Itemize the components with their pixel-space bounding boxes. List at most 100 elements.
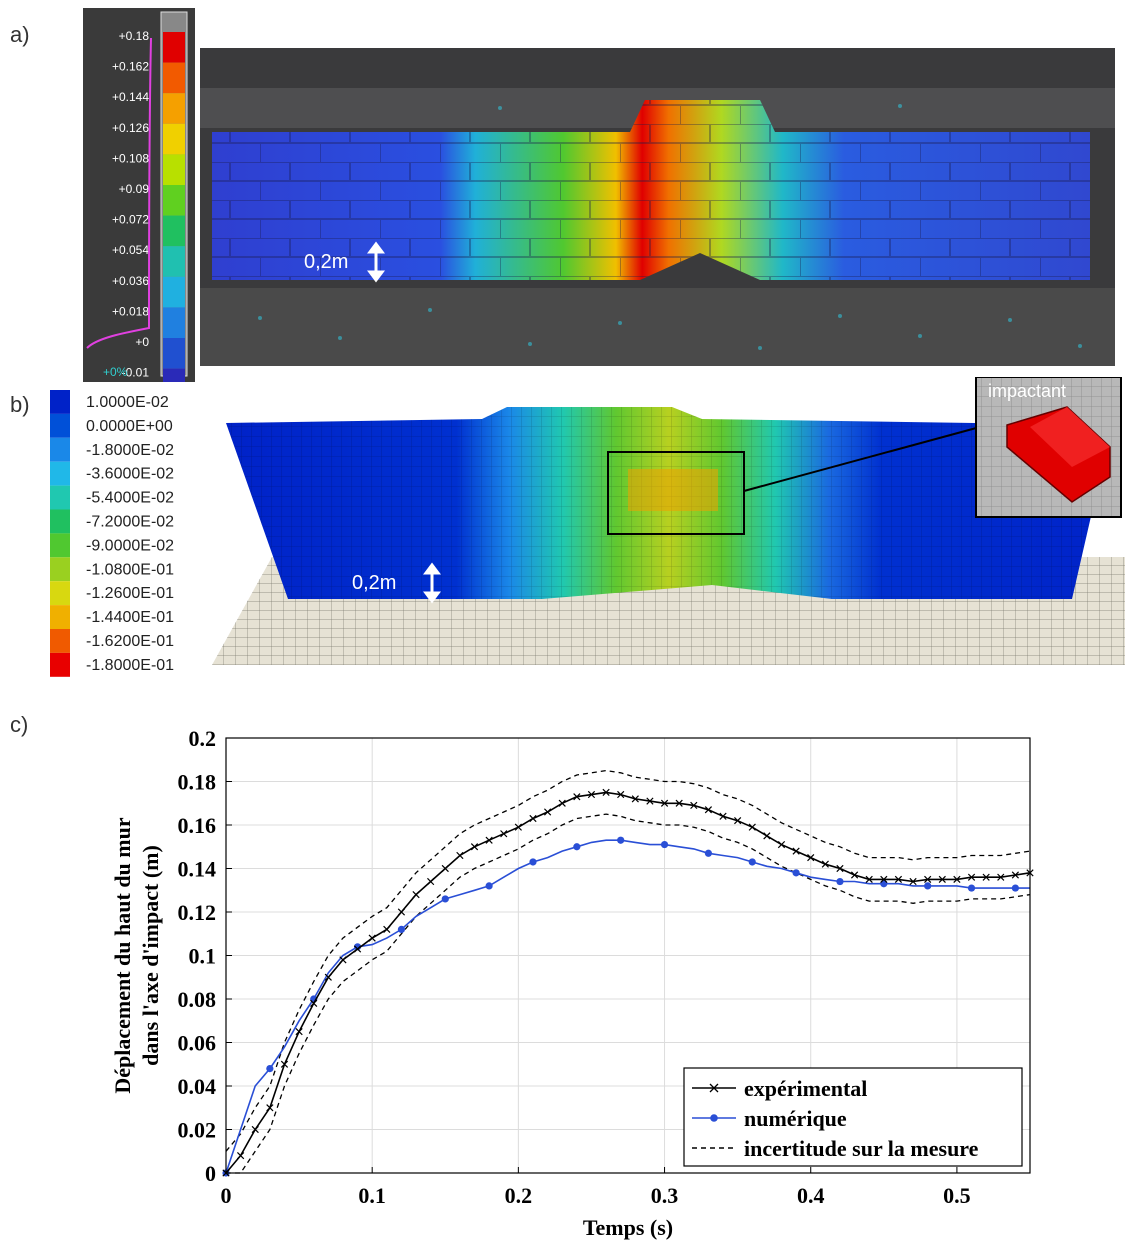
series-numerique-point bbox=[573, 843, 581, 851]
legend-marker bbox=[710, 1114, 718, 1122]
x-tick-label: 0 bbox=[221, 1183, 232, 1208]
series-experimental-point bbox=[646, 797, 654, 805]
legend-marker bbox=[709, 1083, 719, 1093]
panel-b-scale-arrow bbox=[423, 562, 441, 604]
colorbar-b-tick: -9.0000E-02 bbox=[86, 537, 174, 554]
panel-a-scale-arrow bbox=[367, 241, 385, 283]
series-experimental-point bbox=[792, 847, 800, 855]
chart-series bbox=[222, 769, 1034, 1177]
series-experimental-point bbox=[821, 860, 829, 868]
colorbar-a-swatch bbox=[163, 276, 185, 308]
colorbar-b-tick: 0.0000E+00 bbox=[86, 418, 173, 435]
colorbar-a-swatch bbox=[163, 307, 185, 338]
colorbar-b-tick: -1.8000E-01 bbox=[86, 657, 174, 674]
colorbar-b-swatch bbox=[50, 605, 70, 629]
colorbar-b-tick: -7.2000E-02 bbox=[86, 514, 174, 531]
displacement-chart: 0 0.1 0.2 0.3 0.4 0.5 0 0.02 0.04 0.06 0.08 0.1 0.12… bbox=[110, 726, 1034, 1240]
series-experimental-point bbox=[909, 877, 917, 886]
y-tick-label: 0.08 bbox=[178, 987, 217, 1012]
series-experimental-point bbox=[967, 873, 976, 881]
series-experimental-point bbox=[353, 945, 362, 953]
series-experimental-point bbox=[295, 1028, 303, 1036]
colorbar-a-tick: -0.01 bbox=[122, 366, 150, 380]
series-experimental-point bbox=[339, 956, 347, 964]
series-experimental-point bbox=[397, 908, 406, 916]
series-numerique-point bbox=[266, 1065, 274, 1073]
colorbar-a-tick: +0.09 bbox=[119, 182, 150, 196]
colorbar-a-tick: +0.18 bbox=[119, 29, 150, 43]
y-tick-label: 0.06 bbox=[178, 1031, 217, 1056]
series-experimental-point bbox=[982, 873, 990, 881]
colorbar-b-swatch bbox=[50, 437, 70, 462]
series-numerique-point bbox=[967, 884, 976, 892]
colorbar-a-swatch bbox=[163, 246, 185, 277]
series-numerique-point bbox=[397, 925, 406, 933]
series-experimental-point bbox=[631, 795, 639, 803]
series-experimental-point bbox=[748, 823, 756, 831]
colorbar-a-tick: +0.054 bbox=[112, 243, 149, 257]
series-numerique-point bbox=[617, 836, 625, 844]
measured-displacement-image: 0,2m bbox=[200, 48, 1115, 366]
series-experimental-point bbox=[865, 875, 873, 883]
colorbar-b-tick: -1.2600E-01 bbox=[86, 585, 174, 602]
panel-a-label: a) bbox=[10, 22, 30, 47]
series-experimental-point bbox=[368, 934, 376, 942]
series-uncertainty-upper bbox=[225, 769, 1031, 1152]
chart-axes: 0 0.1 0.2 0.3 0.4 0.5 0 0.02 0.04 0.06 0.08 0.1 0.12… bbox=[110, 726, 1031, 1240]
colorbar-b-tick: 1.0000E-02 bbox=[86, 394, 169, 411]
y-tick-label: 0.16 bbox=[178, 813, 217, 838]
legend-label: incertitude sur la mesure bbox=[744, 1136, 979, 1161]
series-experimental-point bbox=[441, 864, 449, 873]
series-experimental-point bbox=[850, 871, 859, 879]
colorbar-b-swatch bbox=[50, 485, 70, 510]
series-experimental-point bbox=[880, 875, 888, 883]
y-tick-label: 0 bbox=[205, 1161, 216, 1186]
colorbar-a-tick: +0.144 bbox=[112, 90, 149, 104]
legend-label: numérique bbox=[744, 1106, 847, 1131]
series-numerique-point bbox=[924, 882, 932, 890]
series-experimental-point bbox=[660, 799, 669, 807]
series-experimental-point bbox=[602, 788, 610, 796]
series-experimental-point bbox=[763, 832, 771, 840]
series-numerique-point bbox=[836, 877, 844, 886]
colorbar-b-swatch bbox=[50, 652, 70, 677]
panel-b-scale-label: 0,2m bbox=[352, 572, 396, 594]
series-numerique-point bbox=[704, 849, 713, 857]
series-experimental-point bbox=[617, 790, 625, 799]
panel-c-label: c) bbox=[10, 712, 29, 737]
x-tick-label: 0.3 bbox=[651, 1183, 679, 1208]
series-numerique-point bbox=[529, 858, 537, 866]
impactor-inset: impactant bbox=[975, 377, 1122, 518]
series-experimental-point bbox=[894, 875, 903, 883]
series-experimental-point bbox=[280, 1060, 289, 1068]
colorbar-a-swatch bbox=[163, 32, 185, 63]
series-experimental-point bbox=[500, 830, 508, 838]
colorbar-a-swatch bbox=[163, 368, 185, 382]
colorbar-b-swatch bbox=[50, 461, 70, 486]
colorbar-b-tick: -3.6000E-02 bbox=[86, 466, 174, 483]
series-experimental-point bbox=[558, 799, 566, 807]
x-tick-label: 0.4 bbox=[797, 1183, 825, 1208]
series-experimental-point bbox=[938, 875, 946, 883]
colorbar-a-percent: +0% bbox=[103, 365, 128, 379]
series-experimental-point bbox=[266, 1104, 274, 1112]
series-experimental-point bbox=[529, 814, 537, 823]
series-experimental-point bbox=[485, 836, 493, 844]
colorbar-b-swatch bbox=[50, 581, 70, 606]
series-experimental-point bbox=[997, 873, 1005, 881]
colorbar-a-tick: +0 bbox=[135, 335, 149, 349]
series-experimental-point bbox=[251, 1125, 259, 1134]
series-experimental-point bbox=[310, 999, 318, 1007]
colorbar-a-swatch bbox=[163, 154, 185, 185]
colorbar-b-tick: -1.4400E-01 bbox=[86, 609, 174, 626]
series-experimental-point bbox=[704, 806, 713, 814]
colorbar-b-swatch bbox=[50, 509, 70, 534]
series-experimental-point bbox=[777, 840, 786, 849]
y-tick-label: 0.1 bbox=[189, 944, 217, 969]
y-axis-label: Déplacement du haut du mur bbox=[110, 817, 135, 1093]
x-tick-label: 0.5 bbox=[943, 1183, 971, 1208]
colorbar-a-swatch bbox=[163, 338, 185, 369]
series-experimental-point bbox=[383, 925, 391, 934]
x-tick-label: 0.1 bbox=[358, 1183, 386, 1208]
series-experimental-point bbox=[690, 801, 698, 810]
